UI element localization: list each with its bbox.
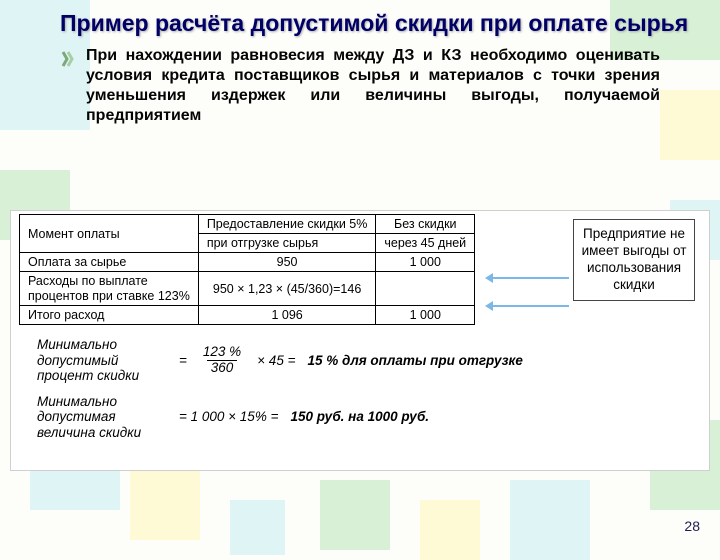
cell-header-nodiscount-l1: Без скидки [376,215,475,234]
bullet-icon [60,50,78,68]
formula-min-value: Минимально допустимая величина скидки = … [37,394,701,441]
table-row: Итого расход 1 096 1 000 [20,306,475,325]
arrow-2 [491,305,569,307]
arrow-1 [491,277,569,279]
discount-table: Момент оплаты Предоставление скидки 5% Б… [19,214,475,325]
calculation-panel: Момент оплаты Предоставление скидки 5% Б… [10,210,710,471]
annotation-box: Предприятие не имеет выгоды от использов… [573,219,695,301]
intro-paragraph: При нахождении равновесия между ДЗ и КЗ … [86,46,690,126]
slide-title: Пример расчёта допустимой скидки при опл… [60,10,690,38]
cell-header-nodiscount-l2: через 45 дней [376,234,475,253]
formula-min-percent: Минимально допустимый процент скидки = 1… [37,337,701,384]
cell-header-moment: Момент оплаты [20,215,199,253]
table-row: Расходы по выплате процентов при ставке … [20,272,475,306]
table-row: Оплата за сырье 950 1 000 [20,253,475,272]
page-number: 28 [684,518,700,534]
cell-header-discount-l1: Предоставление скидки 5% [198,215,376,234]
cell-header-discount-l2: при отгрузке сырья [198,234,376,253]
